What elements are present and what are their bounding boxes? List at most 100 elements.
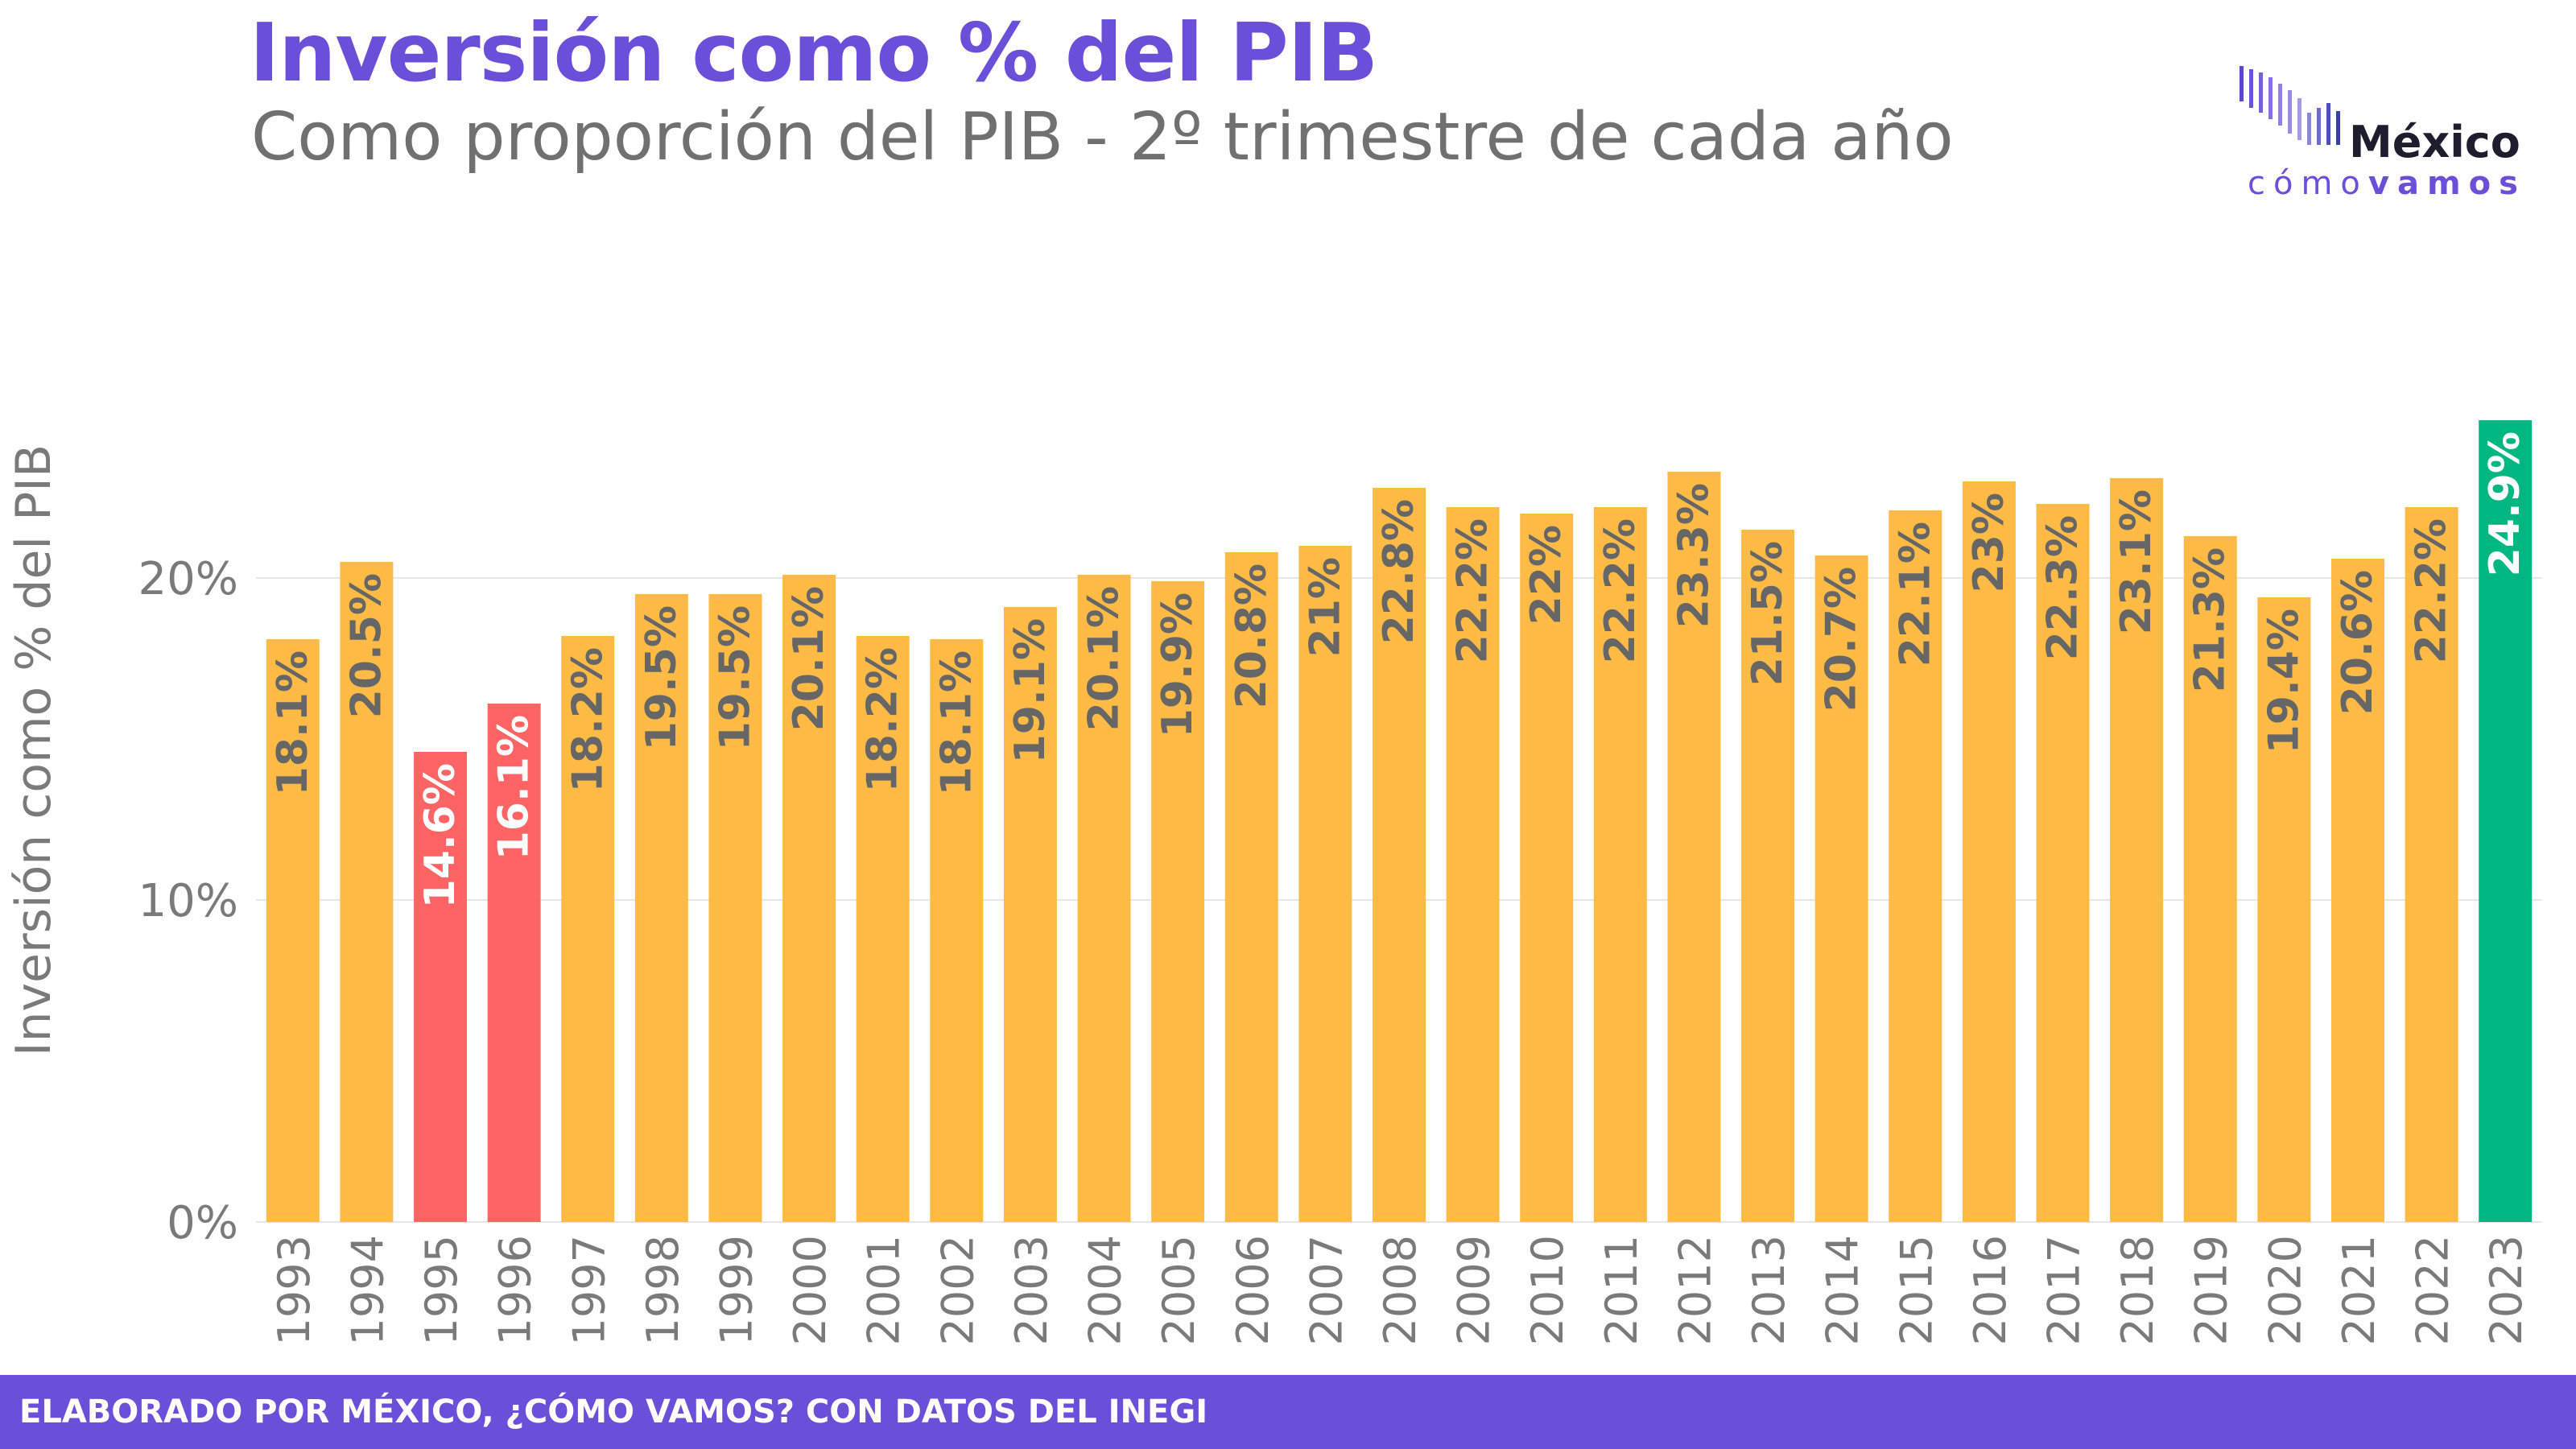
bar-data-label: 18.1% xyxy=(269,650,317,795)
bar xyxy=(2110,478,2164,1222)
x-tick-label: 2016 xyxy=(1965,1235,2016,1345)
x-tick-label: 1996 xyxy=(490,1235,541,1345)
bar xyxy=(2036,504,2090,1222)
x-tick-label: 2022 xyxy=(2408,1235,2458,1345)
bar xyxy=(2479,420,2533,1222)
x-tick-label: 2011 xyxy=(1596,1235,1647,1345)
x-tick-label: 2000 xyxy=(785,1235,836,1345)
bar xyxy=(1593,507,1647,1222)
bar-data-label: 20.6% xyxy=(2334,570,2382,715)
bar xyxy=(1814,555,1868,1222)
bar-data-label: 19.1% xyxy=(1006,618,1055,763)
bar-data-label: 20.1% xyxy=(785,586,833,731)
logo-tagline: cómovamos xyxy=(2248,165,2526,202)
bar-data-label: 21.5% xyxy=(1744,541,1792,686)
bar xyxy=(2257,597,2311,1222)
bar-data-label: 22% xyxy=(1522,525,1571,625)
bar-data-label: 18.1% xyxy=(932,650,980,795)
x-tick-label: 2001 xyxy=(859,1235,910,1345)
bar-data-label: 18.2% xyxy=(564,647,612,792)
bar-data-label: 19.9% xyxy=(1154,592,1202,737)
x-tick-label: 1995 xyxy=(416,1235,467,1345)
bar xyxy=(561,636,615,1222)
x-tick-label: 2003 xyxy=(1006,1235,1057,1345)
bar xyxy=(1520,514,1574,1222)
bar-data-label: 19.5% xyxy=(638,605,686,750)
bar-data-label: 14.6% xyxy=(416,763,464,908)
bar-data-label: 23% xyxy=(1965,493,2013,592)
bar xyxy=(266,639,320,1222)
x-tick-label: 2005 xyxy=(1154,1235,1204,1345)
mexico-como-vamos-logo: México cómovamos xyxy=(2238,56,2544,209)
bar xyxy=(1741,530,1795,1222)
bar-data-label: 22.2% xyxy=(1449,518,1497,663)
bar-data-label: 20.7% xyxy=(1818,567,1866,712)
bar-data-label: 22.3% xyxy=(2039,515,2087,660)
x-tick-label: 1998 xyxy=(638,1235,688,1345)
x-tick-label: 2018 xyxy=(2112,1235,2163,1345)
bar xyxy=(634,594,688,1222)
bar-data-label: 23.3% xyxy=(1670,483,1718,628)
bar xyxy=(1003,607,1057,1222)
source-footer: ELABORADO POR MÉXICO, ¿CÓMO VAMOS? CON D… xyxy=(0,1375,2576,1449)
x-tick-label: 2021 xyxy=(2334,1235,2384,1345)
x-tick-label: 2020 xyxy=(2260,1235,2310,1345)
bar xyxy=(2183,536,2237,1222)
chart-subtitle: Como proporción del PIB - 2º trimestre d… xyxy=(251,99,1954,175)
bar-data-label: 19.4% xyxy=(2260,609,2308,753)
y-tick-label: 10% xyxy=(138,875,238,927)
x-tick-label: 2010 xyxy=(1522,1235,1573,1345)
bar-data-label: 22.2% xyxy=(2408,518,2456,663)
bar xyxy=(1667,472,1721,1222)
x-tick-label: 2002 xyxy=(932,1235,983,1345)
bar-data-label: 16.1% xyxy=(490,715,539,860)
source-note: ELABORADO POR MÉXICO, ¿CÓMO VAMOS? CON D… xyxy=(19,1393,1208,1430)
bar xyxy=(1446,507,1500,1222)
bar xyxy=(2330,559,2384,1222)
bar xyxy=(1373,488,1426,1222)
x-tick-label: 2019 xyxy=(2186,1235,2237,1345)
bar xyxy=(930,639,984,1222)
bar xyxy=(1298,546,1352,1222)
logo-wordmark: México xyxy=(2349,117,2520,167)
x-tick-label: 2004 xyxy=(1080,1235,1131,1345)
x-tick-label: 2023 xyxy=(2481,1235,2532,1345)
x-tick-label: 2012 xyxy=(1670,1235,1720,1345)
bar xyxy=(1889,510,1942,1222)
chart-title: Inversión como % del PIB xyxy=(250,6,1378,100)
bar-data-label: 22.8% xyxy=(1375,499,1423,644)
bar xyxy=(782,575,836,1222)
y-tick-label: 0% xyxy=(167,1197,238,1249)
bar xyxy=(856,636,910,1222)
x-tick-label: 2013 xyxy=(1744,1235,1794,1345)
bar-data-label: 21% xyxy=(1301,557,1349,657)
bar-data-label: 18.2% xyxy=(859,647,907,792)
x-tick-label: 2009 xyxy=(1449,1235,1500,1345)
y-axis-title: Inversión como % del PIB xyxy=(6,444,62,1056)
bar xyxy=(2405,507,2458,1222)
bar xyxy=(414,752,468,1222)
x-tick-label: 2008 xyxy=(1375,1235,1426,1345)
bar-data-label: 22.2% xyxy=(1596,518,1645,663)
x-tick-label: 2017 xyxy=(2039,1235,2090,1345)
bar-data-label: 19.5% xyxy=(711,605,759,750)
x-tick-label: 2015 xyxy=(1891,1235,1942,1345)
bar-data-label: 23.1% xyxy=(2112,489,2161,634)
x-tick-label: 2006 xyxy=(1228,1235,1278,1345)
bar xyxy=(487,704,541,1222)
bar xyxy=(340,562,394,1222)
bar-data-label: 21.3% xyxy=(2186,547,2235,692)
bar-data-label: 24.9% xyxy=(2481,431,2529,576)
bar-data-label: 20.5% xyxy=(342,573,390,718)
x-tick-label: 1993 xyxy=(269,1235,320,1345)
bar xyxy=(708,594,762,1222)
bar-chart: 0% 10% 20% Inversión como % del PIB 18.1% 199… xyxy=(6,420,2542,1345)
bar xyxy=(1077,575,1131,1222)
x-tick-label: 1997 xyxy=(564,1235,614,1345)
y-tick-label: 20% xyxy=(138,553,238,605)
bar-data-label: 20.8% xyxy=(1228,564,1276,708)
bar-data-label: 22.1% xyxy=(1891,522,1939,667)
bar xyxy=(1151,581,1205,1222)
bar xyxy=(1224,552,1278,1222)
x-tick-label: 2007 xyxy=(1301,1235,1352,1345)
